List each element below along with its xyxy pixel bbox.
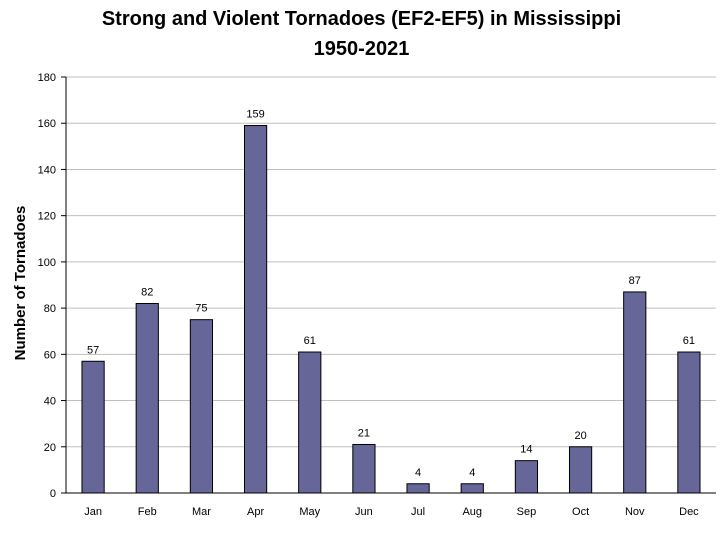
bar — [298, 351, 322, 494]
data-label: 14 — [520, 444, 532, 456]
bar — [460, 483, 484, 494]
y-tick-label: 20 — [44, 442, 56, 454]
bar — [352, 443, 376, 494]
bar — [406, 483, 430, 494]
axes — [61, 76, 716, 494]
y-tick-label: 40 — [44, 396, 56, 408]
data-label: 21 — [358, 427, 370, 439]
x-tick-label: Apr — [247, 506, 264, 518]
bar — [81, 360, 105, 494]
bar — [243, 125, 268, 494]
data-label: 61 — [683, 335, 695, 347]
y-tick-label: 0 — [50, 488, 56, 500]
bar — [189, 319, 214, 494]
data-label: 75 — [195, 303, 207, 315]
y-tick-label: 100 — [38, 257, 56, 269]
data-label: 61 — [304, 335, 316, 347]
y-tick-label: 160 — [38, 118, 56, 130]
gridlines — [66, 76, 716, 448]
y-tick-label: 80 — [44, 303, 56, 315]
x-tick-label: Jul — [411, 506, 425, 518]
bar — [135, 302, 159, 494]
bar — [623, 291, 647, 494]
labels: 0 20 40 60 80 100 120 140 160 180 57 Jan 82 Feb 75 Mar 1… — [38, 72, 700, 518]
bar — [568, 446, 593, 494]
data-label: 159 — [246, 109, 264, 121]
x-tick-label: Oct — [572, 506, 589, 518]
bar — [514, 460, 539, 494]
data-label: 87 — [629, 275, 641, 287]
data-label: 57 — [87, 344, 99, 356]
chart-title-line: Strong and Violent Tornadoes (EF2-EF5) i… — [101, 8, 622, 30]
y-tick-label: 60 — [44, 349, 56, 361]
x-tick-label: May — [299, 506, 320, 518]
data-label: 20 — [574, 430, 586, 442]
data-label: 82 — [141, 286, 153, 298]
x-tick-label: Nov — [625, 506, 645, 518]
x-tick-label: Dec — [679, 506, 699, 518]
data-label: 4 — [415, 467, 421, 479]
y-axis-title: Number of Tornadoes — [12, 206, 29, 361]
x-tick-label: Mar — [192, 506, 211, 518]
bars — [81, 125, 701, 494]
chart-title: Strong and Violent Tornadoes (EF2-EF5) i… — [0, 4, 723, 64]
y-tick-label: 140 — [38, 164, 56, 176]
y-tick-label: 180 — [38, 72, 56, 84]
chart-subtitle-line: 1950-2021 — [313, 38, 410, 60]
x-tick-label: Jun — [355, 506, 373, 518]
x-tick-label: Aug — [462, 506, 482, 518]
bar — [677, 351, 701, 494]
x-tick-label: Feb — [138, 506, 157, 518]
x-tick-label: Sep — [517, 506, 537, 518]
x-tick-label: Jan — [84, 506, 102, 518]
y-tick-label: 120 — [38, 211, 56, 223]
data-label: 4 — [469, 467, 475, 479]
